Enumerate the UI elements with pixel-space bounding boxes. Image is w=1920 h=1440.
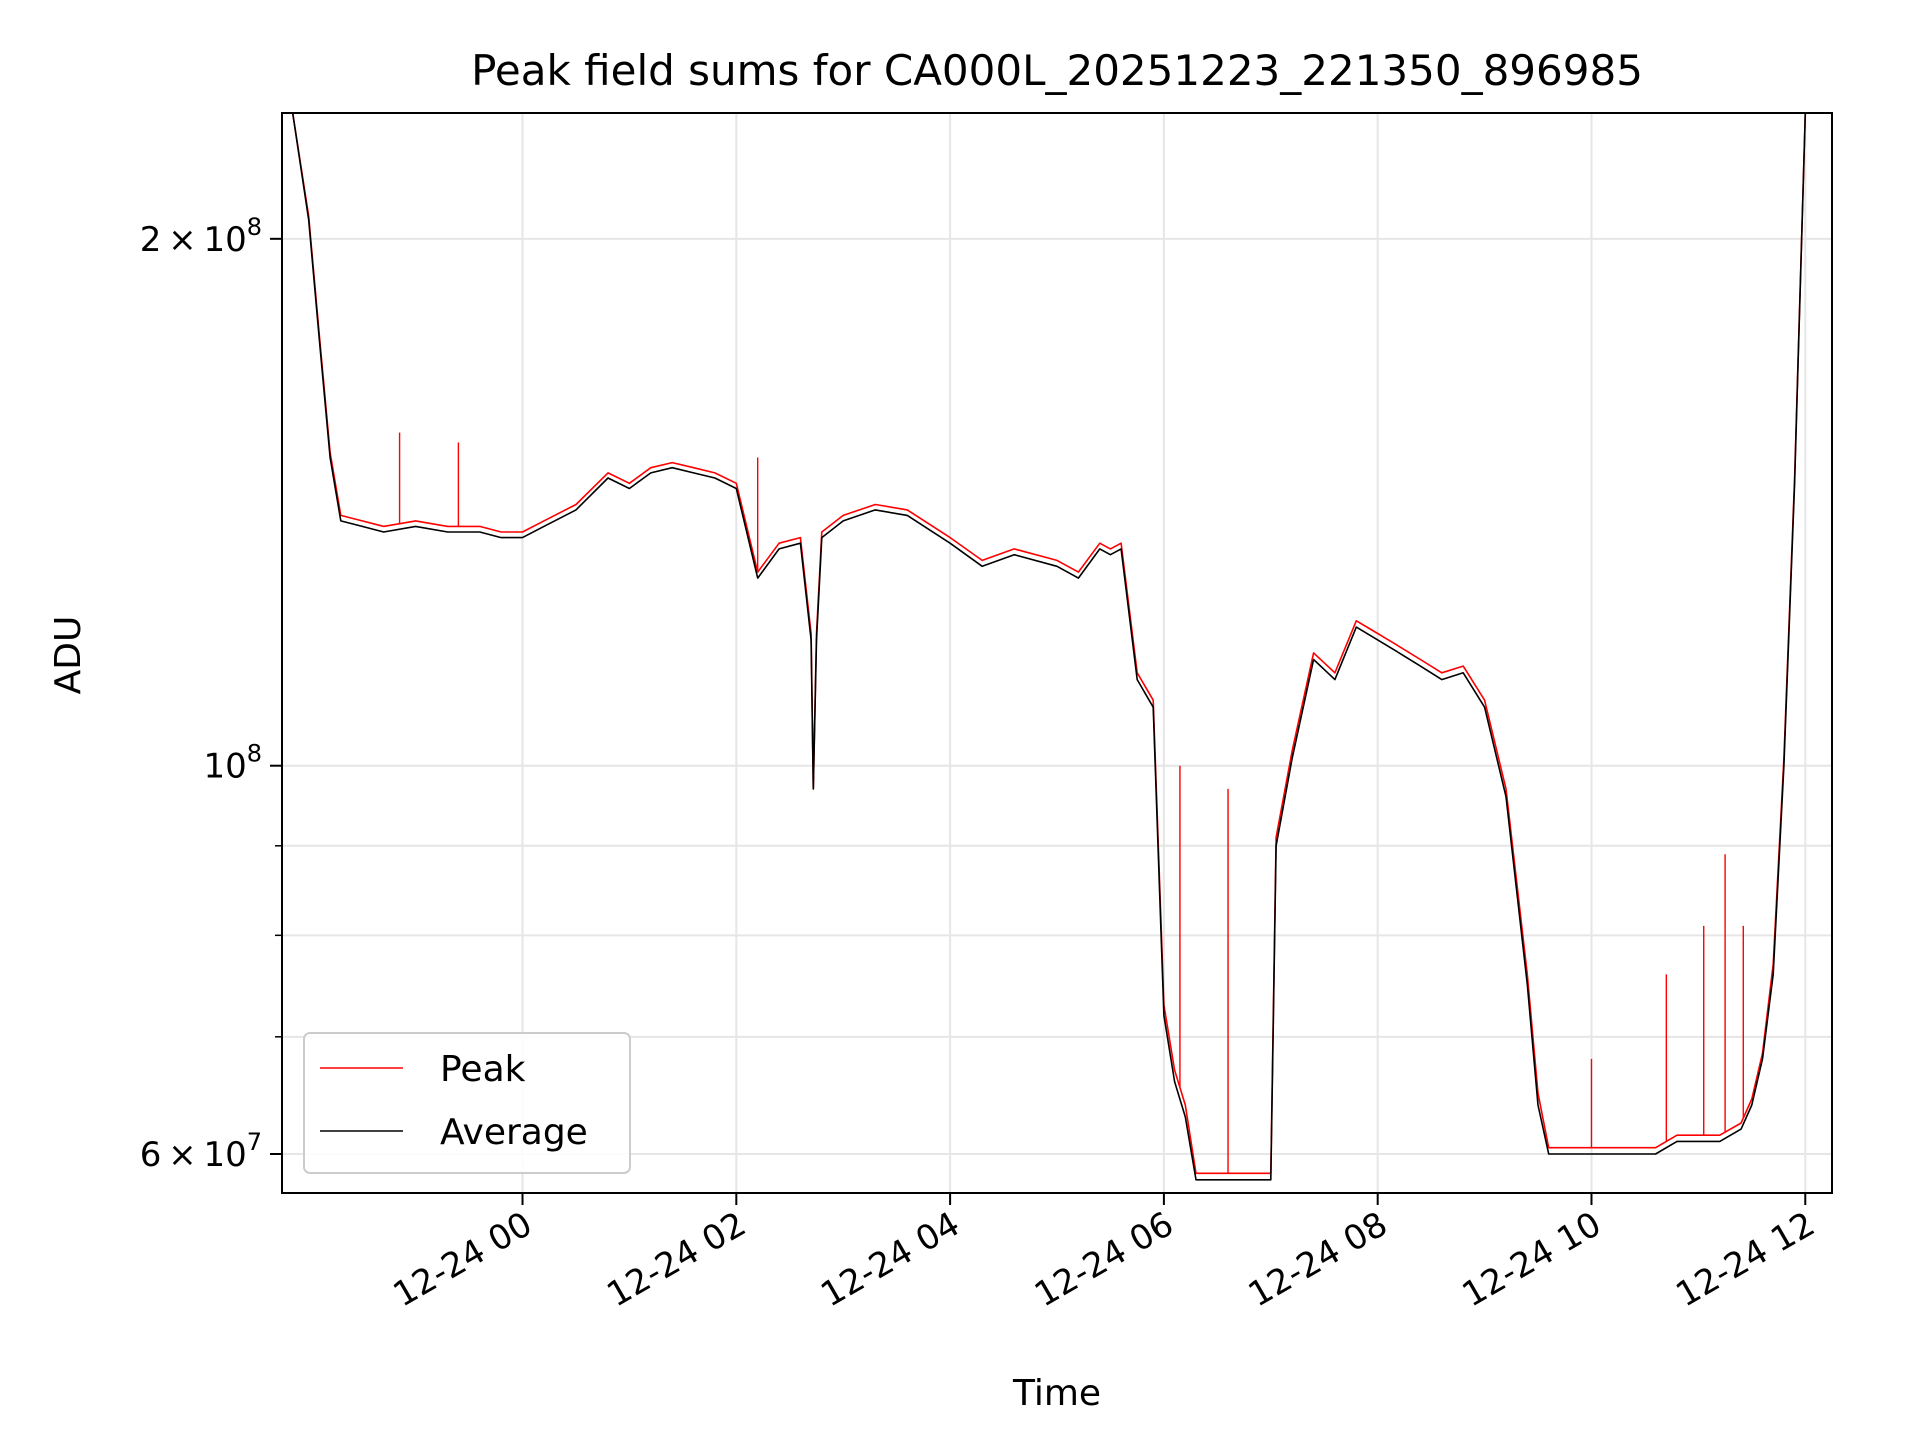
average-series-line <box>291 112 1807 1181</box>
legend-average-label: Average <box>440 1112 588 1153</box>
legend: Peak Average <box>303 1032 631 1174</box>
series-layer <box>291 112 1807 1181</box>
y-tick-label: 108 <box>203 740 262 787</box>
chart-title: Peak field sums for CA000L_20251223_2213… <box>471 46 1643 95</box>
legend-peak-label: Peak <box>440 1049 526 1090</box>
x-axis-label: Time <box>1012 1373 1101 1414</box>
y-tick-label: 2 × 108 <box>140 213 262 260</box>
y-tick-label: 6 × 107 <box>140 1128 262 1175</box>
plot-frame <box>281 112 1833 1194</box>
y-axis-label: ADU <box>48 616 89 695</box>
